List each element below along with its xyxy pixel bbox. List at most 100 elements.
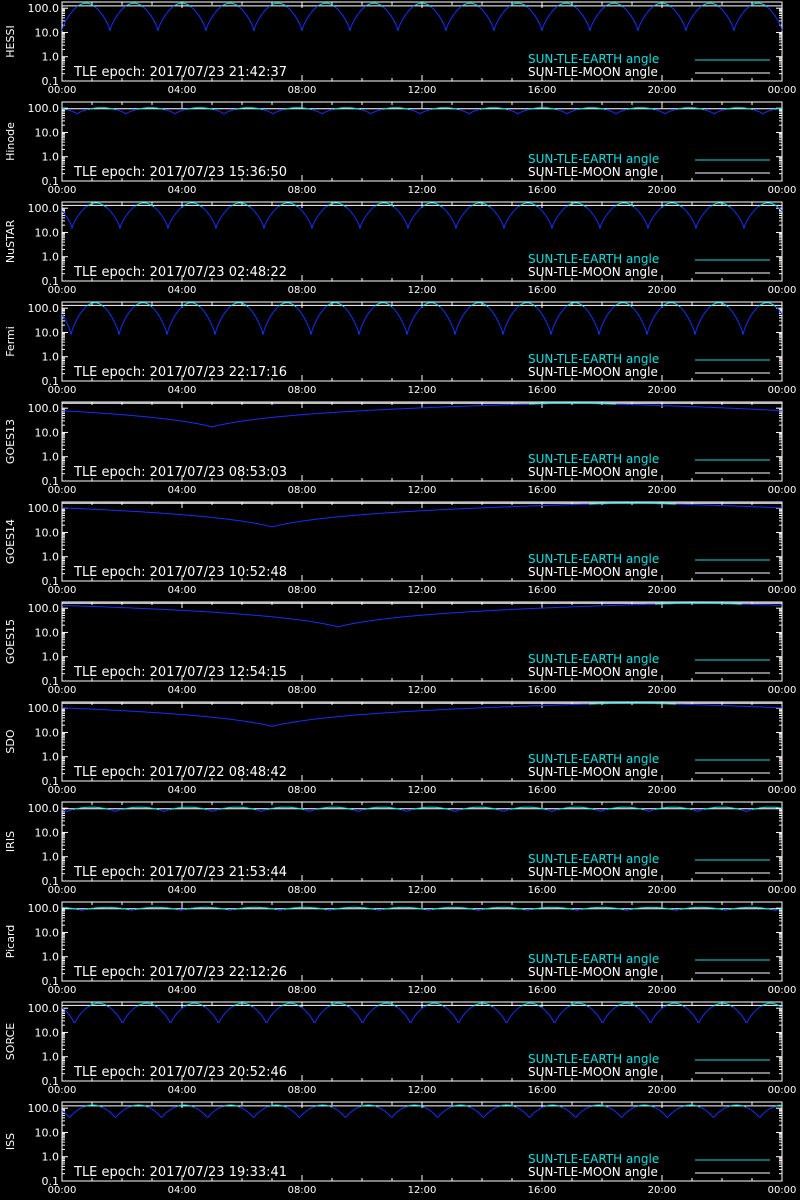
earth-angle-segment — [109, 808, 123, 812]
earth-angle-segment — [710, 202, 731, 208]
earth-angle-segment — [607, 1106, 637, 1118]
earth-angle-segment — [94, 5, 127, 33]
earth-angle-segment — [221, 2, 240, 8]
earth-angle-segment — [727, 305, 760, 335]
x-tick-label: 04:00 — [168, 85, 197, 96]
earth-angle-segment — [561, 1106, 591, 1118]
x-tick-label: 12:00 — [408, 185, 437, 196]
panel-picard: 100.010.01.00.100:00 04:00 08:00 12:00 16:00… — [4, 901, 796, 996]
earth-angle-segment — [238, 5, 271, 33]
earth-angle-segment — [169, 806, 208, 811]
series-earth-angle — [61, 2, 783, 33]
earth-angle-segment — [729, 205, 760, 230]
x-tick-label: 12:00 — [408, 85, 437, 96]
earth-angle-segment — [332, 107, 362, 111]
earth-angle-segment — [636, 1005, 666, 1023]
earth-angle-segment — [535, 305, 568, 335]
x-tick-label: 04:00 — [168, 985, 197, 996]
series-earth-angle — [61, 202, 783, 230]
earth-angle-segment — [422, 302, 441, 308]
earth-angle-segment — [345, 205, 376, 230]
y-tick-label: 10.0 — [35, 1026, 60, 1039]
x-axis: 00:00 04:00 08:00 12:00 16:00 20:00 00:00 — [48, 102, 796, 196]
x-tick-label: 16:00 — [528, 1185, 557, 1196]
legend-earth-label: SUN-TLE-EARTH angle — [528, 952, 659, 966]
earth-angle-segment — [86, 302, 105, 308]
earth-angle-segment — [497, 1104, 517, 1108]
panel-fermi: 100.010.01.00.100:00 04:00 08:00 12:00 16:00… — [4, 301, 796, 396]
earth-angle-segment — [727, 1104, 747, 1108]
earth-angle-segment — [481, 906, 526, 911]
earth-angle-segment — [62, 703, 589, 727]
earth-angle-segment — [239, 1106, 269, 1118]
earth-angle-segment — [61, 403, 529, 428]
earth-angle-segment — [449, 809, 462, 813]
y-tick-label: 100.0 — [28, 2, 60, 15]
earth-angle-segment — [331, 1106, 361, 1118]
x-tick-label: 12:00 — [408, 985, 437, 996]
x-tick-label: 00:00 — [48, 385, 77, 396]
x-tick-label: 00:00 — [48, 885, 77, 896]
earth-angle-segment — [262, 108, 285, 115]
x-tick-label: 20:00 — [648, 685, 677, 696]
x-tick-label: 00:00 — [48, 985, 77, 996]
earth-angle-segment — [234, 107, 264, 111]
legend-earth-label: SUN-TLE-EARTH angle — [528, 652, 659, 666]
earth-angle-segment — [577, 107, 607, 111]
earth-angle-segment — [474, 908, 483, 912]
x-tick-label: 00:00 — [768, 1185, 797, 1196]
earth-angle-segment — [295, 305, 328, 335]
x-tick-label: 20:00 — [648, 1185, 677, 1196]
earth-angle-segment — [233, 906, 278, 911]
earth-angle-segment — [101, 1106, 131, 1118]
earth-angle-segment — [458, 108, 481, 115]
y-tick-label: 100.0 — [28, 802, 60, 815]
tle-epoch-text: TLE epoch: 2017/07/23 20:52:46 — [73, 1065, 287, 1080]
earth-angle-segment — [77, 2, 96, 8]
earth-angle-segment — [470, 202, 491, 208]
earth-angle-segment — [566, 202, 587, 208]
earth-angle-segment — [147, 1106, 177, 1118]
x-tick-label: 00:00 — [48, 1185, 77, 1196]
earth-angle-segment — [574, 5, 607, 33]
earth-angle-segment — [66, 108, 89, 115]
earth-angle-segment — [136, 107, 166, 111]
satellite-label: GOES15 — [4, 619, 17, 664]
earth-angle-segment — [699, 1106, 729, 1118]
earth-angle-segment — [675, 703, 782, 709]
y-tick-label: 100.0 — [28, 1002, 60, 1015]
earth-angle-segment — [374, 202, 395, 208]
legend-moon-label: SUN-TLE-MOON angle — [528, 65, 658, 79]
earth-angle-segment — [614, 302, 633, 308]
earth-angle-segment — [537, 205, 568, 230]
x-tick-label: 16:00 — [528, 685, 557, 696]
earth-angle-segment — [489, 205, 520, 230]
earth-angle-segment — [412, 806, 451, 811]
panel-sorce: 100.010.01.00.100:00 04:00 08:00 12:00 16:00… — [4, 1001, 796, 1096]
earth-angle-segment — [249, 205, 280, 230]
legend-moon-label: SUN-TLE-MOON angle — [528, 865, 658, 879]
panel-hinode: 100.010.01.00.100:00 04:00 08:00 12:00 16:00… — [4, 101, 796, 196]
x-axis: 00:00 04:00 08:00 12:00 16:00 20:00 00:00 — [48, 202, 796, 296]
x-tick-label: 08:00 — [288, 785, 317, 796]
tle-epoch-text: TLE epoch: 2017/07/23 02:48:22 — [73, 265, 287, 280]
earth-angle-segment — [61, 5, 79, 31]
earth-angle-segment — [422, 202, 443, 208]
x-tick-label: 04:00 — [168, 485, 197, 496]
y-tick-label: 0.1 — [42, 275, 60, 288]
earth-angle-segment — [413, 2, 432, 8]
earth-angle-segment — [218, 806, 257, 811]
earth-angle-segment — [635, 1104, 655, 1108]
series-earth-angle — [62, 702, 782, 727]
earth-angle-segment — [313, 1104, 333, 1108]
x-tick-label: 20:00 — [648, 385, 677, 396]
earth-angle-segment — [363, 806, 402, 811]
x-tick-label: 16:00 — [528, 585, 557, 596]
earth-angle-segment — [430, 5, 463, 33]
series-earth-angle — [61, 1104, 783, 1118]
y-axis: 100.0 10.0 1.0 0.1 — [28, 202, 782, 288]
y-tick-label: 1.0 — [42, 1051, 60, 1064]
y-tick-label: 1.0 — [42, 251, 60, 264]
tle-epoch-text: TLE epoch: 2017/07/23 12:54:15 — [73, 665, 287, 680]
earth-angle-segment — [182, 202, 203, 208]
